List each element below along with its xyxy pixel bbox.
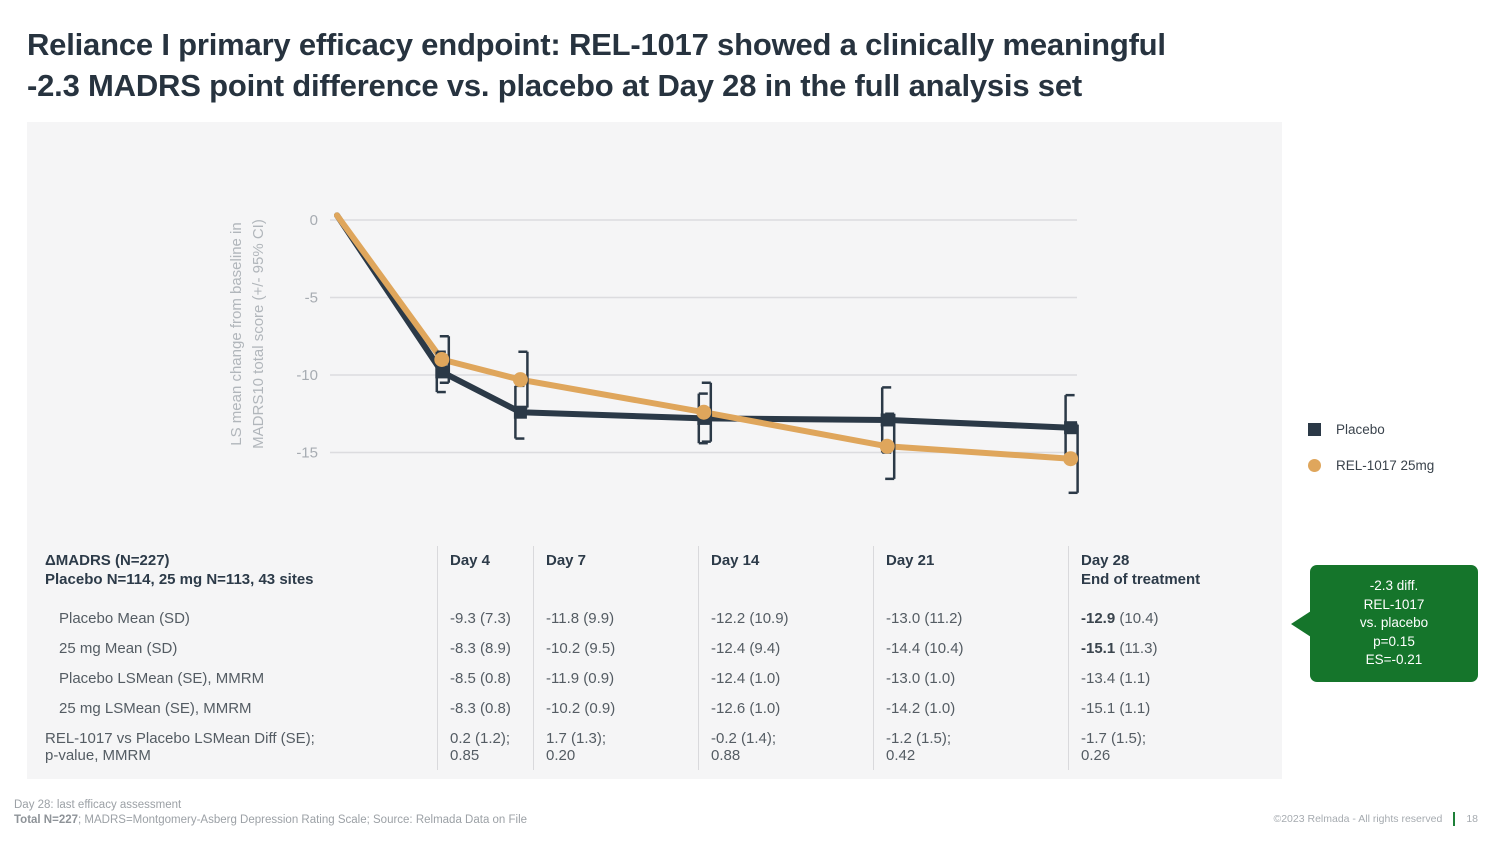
legend-item-placebo: Placebo [1308,422,1434,437]
cell-diff-day7: 1.7 (1.3); 0.20 [533,723,698,770]
svg-text:LS mean change from baseline i: LS mean change from baseline in [228,222,245,445]
slide-title: Reliance I primary efficacy endpoint: RE… [27,24,1166,106]
diff-label-line1: REL-1017 vs Placebo LSMean Diff (SE); [45,729,315,747]
legend-label-placebo: Placebo [1336,422,1385,437]
svg-text:0: 0 [310,212,318,229]
cell-placebo-mean-day28: -12.9 (10.4) [1068,603,1282,634]
diff-value: -1.2 (1.5); [886,729,952,747]
cell-placebo-mean-day14: -12.2 (10.9) [698,603,873,634]
day28-header-line2: End of treatment [1081,570,1201,588]
callout-line-effect-size: ES=-0.21 [1365,652,1423,668]
p-value: 0.88 [711,746,741,764]
cell-25mg-lsmean-day14: -12.6 (1.0) [698,693,873,724]
footnote-bold: Total N=227 [14,814,79,827]
footnote-line1: Day 28: last efficacy assessment [14,799,182,811]
placebo-square-marker-icon [1308,423,1321,436]
cell-placebo-lsmean-day21: -13.0 (1.0) [873,663,1068,694]
cell-25mg-mean-day4: -8.3 (8.9) [437,633,533,664]
svg-text:-5: -5 [305,290,318,307]
cell-placebo-mean-day21: -13.0 (11.2) [873,603,1068,634]
p-value: 0.85 [450,746,480,764]
chart-table-panel: 0 -5 -10 -15 LS mean change from baseline in… [27,122,1282,779]
chart-legend: Placebo REL-1017 25mg [1308,422,1434,494]
callout-line-drug: REL-1017 [1363,596,1425,612]
cell-diff-day14: -0.2 (1.4); 0.88 [698,723,873,770]
cell-25mg-mean-day28: -15.1 (11.3) [1068,633,1282,664]
footer: ©2023 Relmada - All rights reserved 18 [1273,812,1478,826]
cell-25mg-lsmean-day7: -10.2 (0.9) [533,693,698,724]
callout-line-diff: -2.3 diff. [1369,578,1419,594]
page-accent-bar [1453,812,1456,826]
result-callout: -2.3 diff. REL-1017 vs. placebo p=0.15 E… [1291,565,1478,682]
cell-placebo-lsmean-day4: -8.5 (0.8) [437,663,533,694]
cell-25mg-lsmean-day4: -8.3 (0.8) [437,693,533,724]
madrs-table: ΔMADRS (N=227) Placebo N=114, 25 mg N=11… [27,546,1282,770]
callout-line-pvalue: p=0.15 [1373,633,1415,649]
p-value: 0.26 [1081,746,1111,764]
cell-placebo-lsmean-day7: -11.9 (0.9) [533,663,698,694]
cell-diff-day4: 0.2 (1.2); 0.85 [437,723,533,770]
cell-bold-value: -15.1 [1081,639,1116,657]
diff-label-line2: p-value, MMRM [45,746,151,764]
row-label-placebo-mean: Placebo Mean (SD) [59,609,190,627]
svg-text:-10: -10 [296,367,318,384]
column-header-day21: Day 21 [873,546,1068,604]
cell-rest-value: -13.4 (1.1) [1081,669,1151,687]
diff-value: -1.7 (1.5); [1081,729,1147,747]
footnote-line2: Total N=227; MADRS=Montgomery-Asberg Dep… [14,813,527,828]
cell-placebo-mean-day4: -9.3 (7.3) [437,603,533,634]
row-label-lsmean-diff: REL-1017 vs Placebo LSMean Diff (SE); p-… [27,724,437,770]
slide-title-line1: Reliance I primary efficacy endpoint: RE… [27,27,1166,62]
diff-value: -0.2 (1.4); [711,729,777,747]
cell-rest-value: (10.4) [1115,609,1159,627]
diff-value: 1.7 (1.3); [546,729,607,747]
cell-placebo-mean-day7: -11.8 (9.9) [533,603,698,634]
footnote: Day 28: last efficacy assessment Total N… [14,798,527,828]
svg-text:MADRS10 total score (+/- 95% C: MADRS10 total score (+/- 95% CI) [250,219,267,449]
madrs-line-chart: 0 -5 -10 -15 LS mean change from baseline in… [228,212,1079,495]
cell-diff-day21: -1.2 (1.5); 0.42 [873,723,1068,770]
table-header-line1: ΔMADRS (N=227) [45,552,170,569]
cell-25mg-mean-day14: -12.4 (9.4) [698,633,873,664]
table-header-line2: Placebo N=114, 25 mg N=113, 43 sites [45,570,314,588]
row-label-25mg-mean: 25 mg Mean (SD) [59,639,178,657]
day28-header-line1: Day 28 [1081,552,1130,569]
svg-text:-15: -15 [296,445,318,462]
cell-diff-day28: -1.7 (1.5); 0.26 [1068,723,1282,770]
rel1017-circle-marker-icon [1308,459,1321,472]
cell-25mg-lsmean-day28: -15.1 (1.1) [1068,693,1282,724]
footnote-rest: ; MADRS=Montgomery-Asberg Depression Rat… [78,814,528,827]
page-number: 18 [1466,813,1478,825]
cell-25mg-lsmean-day21: -14.2 (1.0) [873,693,1068,724]
column-header-day4: Day 4 [437,546,533,604]
cell-bold-value: -12.9 [1081,609,1116,627]
column-header-day28: Day 28 End of treatment [1068,546,1282,604]
p-value: 0.20 [546,746,576,764]
cell-placebo-lsmean-day14: -12.4 (1.0) [698,663,873,694]
row-label-25mg-lsmean: 25 mg LSMean (SE), MMRM [59,699,252,717]
legend-label-rel1017: REL-1017 25mg [1336,458,1435,473]
cell-25mg-mean-day7: -10.2 (9.5) [533,633,698,664]
cell-rest-value: (11.3) [1115,639,1158,657]
table-header-metric: ΔMADRS (N=227) Placebo N=114, 25 mg N=11… [27,546,437,604]
cell-placebo-lsmean-day28: -13.4 (1.1) [1068,663,1282,694]
p-value: 0.42 [886,746,916,764]
slide-title-line2: -2.3 MADRS point difference vs. placebo … [27,68,1083,104]
cell-25mg-mean-day21: -14.4 (10.4) [873,633,1068,664]
cell-rest-value: -15.1 (1.1) [1081,699,1151,717]
diff-value: 0.2 (1.2); [450,729,511,747]
legend-item-rel1017: REL-1017 25mg [1308,458,1434,473]
row-label-placebo-lsmean: Placebo LSMean (SE), MMRM [59,669,265,687]
copyright-text: ©2023 Relmada - All rights reserved [1273,813,1443,825]
column-header-day14: Day 14 [698,546,873,604]
column-header-day7: Day 7 [533,546,698,604]
callout-line-comparator: vs. placebo [1359,615,1429,631]
